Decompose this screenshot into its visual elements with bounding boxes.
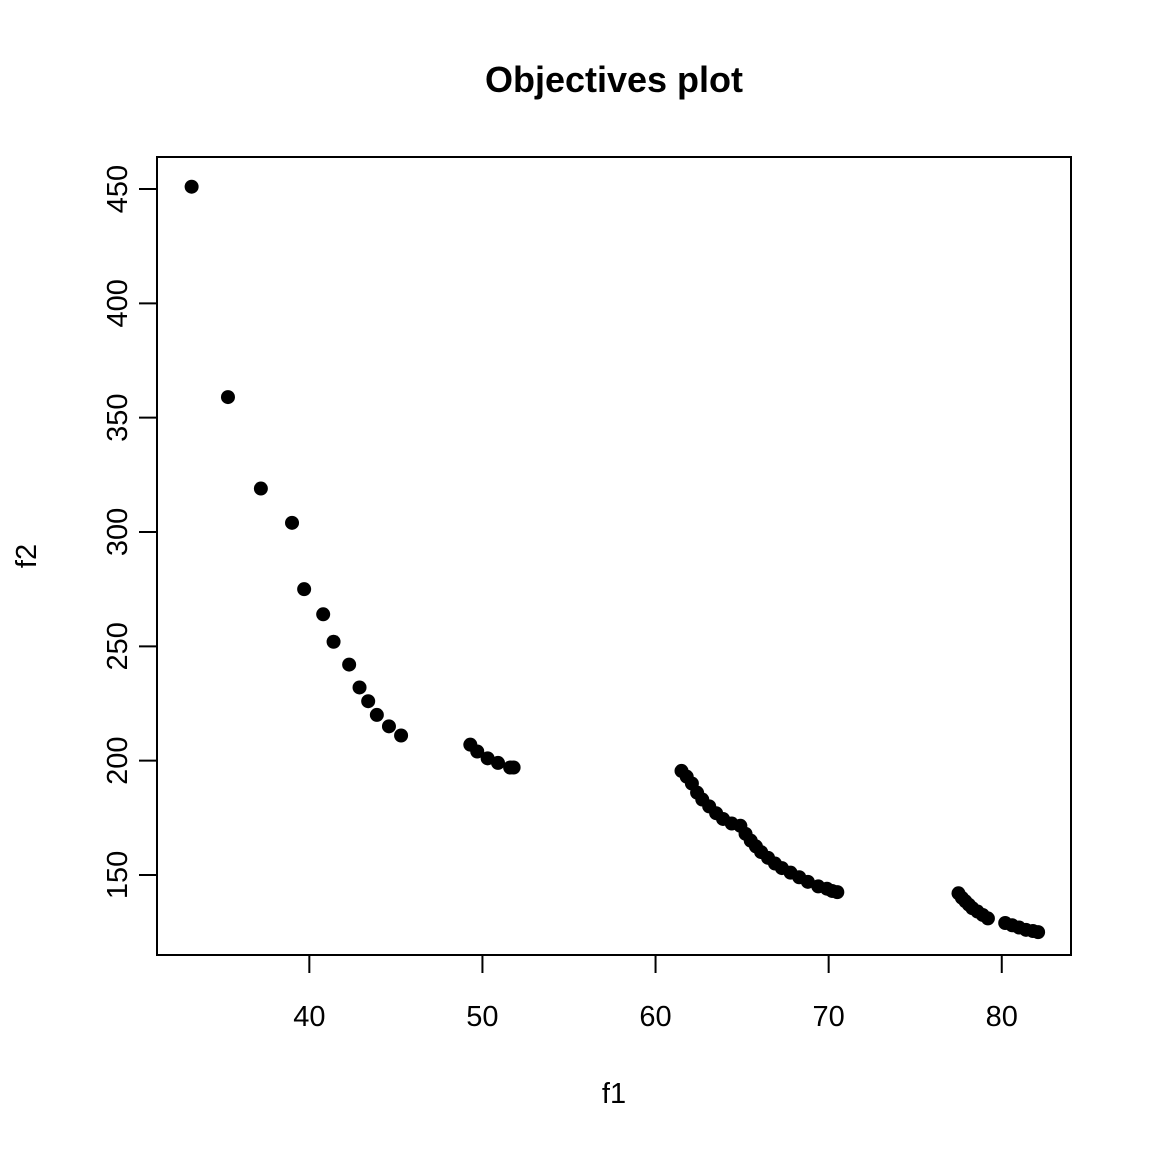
data-point xyxy=(285,515,300,530)
data-point xyxy=(470,744,485,759)
data-point xyxy=(491,755,506,770)
data-point xyxy=(980,911,995,926)
x-tick-label: 80 xyxy=(986,1001,1018,1033)
plot-frame xyxy=(156,156,1072,956)
x-tick-label: 70 xyxy=(813,1001,845,1033)
y-tick-label: 300 xyxy=(102,508,134,556)
data-point xyxy=(830,885,845,900)
data-point xyxy=(361,694,376,709)
data-point xyxy=(316,607,331,622)
y-tick-label: 200 xyxy=(102,736,134,784)
data-point xyxy=(184,179,199,194)
data-point xyxy=(342,657,357,672)
data-point xyxy=(352,680,367,695)
data-point xyxy=(297,582,312,597)
x-tick-label: 60 xyxy=(639,1001,671,1033)
y-tick-label: 150 xyxy=(102,851,134,899)
y-axis: 150 200 250 300 350 400 450 xyxy=(102,165,158,899)
y-tick-label: 400 xyxy=(102,279,134,327)
data-point xyxy=(326,634,341,649)
y-tick-label: 250 xyxy=(102,622,134,670)
y-tick-label: 350 xyxy=(102,393,134,441)
data-point xyxy=(506,760,521,775)
data-point xyxy=(253,481,268,496)
x-axis: 40 50 60 70 80 xyxy=(293,954,1018,1033)
data-point xyxy=(220,390,235,405)
x-axis-label: f1 xyxy=(602,1078,626,1110)
x-tick-label: 40 xyxy=(293,1001,325,1033)
data-points xyxy=(184,179,1046,940)
data-point xyxy=(1031,925,1046,940)
chart-title: Objectives plot xyxy=(485,59,743,100)
data-point xyxy=(381,719,396,734)
y-tick-label: 450 xyxy=(102,165,134,213)
data-point xyxy=(394,728,409,743)
y-axis-label: f2 xyxy=(11,544,43,568)
x-tick-label: 50 xyxy=(466,1001,498,1033)
data-point xyxy=(369,707,384,722)
